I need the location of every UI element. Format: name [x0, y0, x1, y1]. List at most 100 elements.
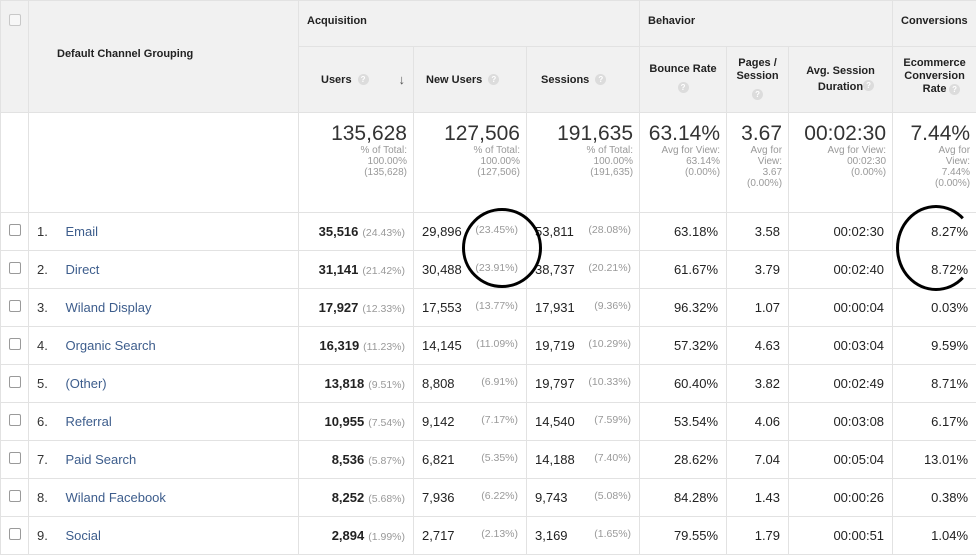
row-pages-session: 4.63 [726, 326, 790, 365]
col-bounce-rate-label: Bounce Rate [649, 63, 717, 75]
row-sessions-pct: (10.29%) [588, 338, 632, 350]
total-users: 135,628 % of Total: 100.00% (135,628) [298, 112, 414, 213]
row-rank: 7. [37, 452, 48, 467]
help-icon[interactable]: ? [357, 74, 369, 85]
row-users-pct: (11.23%) [363, 341, 405, 353]
totals-row: 135,628 % of Total: 100.00% (135,628) 12… [0, 112, 976, 213]
row-checkbox-cell [0, 364, 29, 403]
table-row[interactable]: 6. Referral 10,955 (7.54%) 9,142 (7.17%) 1… [0, 402, 976, 441]
col-sessions[interactable]: Sessions ? [525, 46, 641, 113]
help-icon[interactable]: ? [677, 81, 689, 93]
row-pages-session: 7.04 [726, 440, 790, 479]
channel-link[interactable]: Email [65, 224, 98, 239]
row-sessions-value: 9,743 [535, 490, 568, 505]
help-icon[interactable]: ? [863, 79, 875, 91]
row-conv-rate: 13.01% [892, 440, 976, 479]
row-sessions: 53,811 (28.08%) [525, 212, 641, 251]
total-sessions-l2: 100.00% [593, 156, 634, 167]
help-icon[interactable]: ? [595, 74, 607, 85]
col-new-users[interactable]: New Users ? [413, 46, 527, 113]
annotation-circle-new-users [462, 208, 542, 288]
row-dimension-cell: 7. Paid Search [28, 440, 299, 479]
row-new-users-pct: (2.13%) [481, 528, 518, 540]
row-dimension-cell: 9. Social [28, 516, 299, 555]
row-rank: 1. [37, 224, 48, 239]
col-avg-session-duration[interactable]: Avg. Session Duration ? [788, 46, 894, 113]
total-pages-session-l1: Avg for [750, 145, 783, 156]
channel-link[interactable]: Direct [65, 262, 100, 277]
dimension-header[interactable]: Default Channel Grouping [28, 0, 299, 113]
row-checkbox[interactable] [8, 528, 21, 540]
channel-link[interactable]: Wiland Display [65, 300, 152, 315]
row-checkbox[interactable] [8, 224, 21, 236]
total-duration-l2: 00:02:30 [847, 156, 887, 167]
table-row[interactable]: 4. Organic Search 16,319 (11.23%) 14,145 (… [0, 326, 976, 365]
row-checkbox[interactable] [8, 338, 21, 350]
total-new-users-l1: % of Total: [473, 145, 520, 156]
col-pages-session[interactable]: Pages / Session ? [726, 46, 790, 113]
row-checkbox-cell [0, 440, 29, 479]
help-icon[interactable]: ? [488, 74, 500, 85]
row-duration: 00:00:04 [788, 288, 894, 327]
row-dimension-cell: 8. Wiland Facebook [28, 478, 299, 517]
total-avg-session-duration: 00:02:30 Avg for View: 00:02:30 (0.00%) [788, 112, 894, 213]
row-users: 31,141 (21.42%) [298, 250, 414, 289]
table-row[interactable]: 8. Wiland Facebook 8,252 (5.68%) 7,936 (6.… [0, 478, 976, 517]
row-sessions-pct: (28.08%) [588, 224, 632, 236]
row-checkbox[interactable] [8, 414, 21, 426]
row-new-users-pct: (6.91%) [481, 376, 518, 388]
row-new-users-pct: (7.17%) [481, 414, 518, 426]
total-duration-value: 00:02:30 [804, 122, 887, 145]
sort-descending-icon[interactable]: ↓ [398, 72, 406, 87]
channel-link[interactable]: Paid Search [65, 452, 137, 467]
row-sessions-pct: (20.21%) [588, 262, 632, 274]
row-sessions-value: 14,188 [535, 452, 575, 467]
row-checkbox-cell [0, 478, 29, 517]
row-bounce-rate: 61.67% [639, 250, 728, 289]
row-checkbox[interactable] [8, 490, 21, 502]
row-checkbox-cell [0, 288, 29, 327]
group-conversions: Conversions [892, 0, 976, 47]
row-rank: 2. [37, 262, 48, 277]
help-icon[interactable]: ? [949, 83, 961, 95]
table-row[interactable]: 5. (Other) 13,818 (9.51%) 8,808 (6.91%) 19… [0, 364, 976, 403]
row-users-pct: (1.99%) [368, 531, 405, 543]
total-conv-value: 7.44% [910, 122, 971, 145]
total-new-users-l2: 100.00% [480, 156, 520, 167]
col-ecom-conv-rate[interactable]: Ecommerce Conversion Rate ? [892, 46, 976, 113]
table-row[interactable]: 3. Wiland Display 17,927 (12.33%) 17,553 (… [0, 288, 976, 327]
channel-link[interactable]: Social [65, 528, 101, 543]
total-ecom-conv-rate: 7.44% Avg for View: 7.44% (0.00%) [892, 112, 976, 213]
row-new-users-value: 17,553 [422, 300, 462, 315]
table-row[interactable]: 7. Paid Search 8,536 (5.87%) 6,821 (5.35%)… [0, 440, 976, 479]
row-new-users: 14,145 (11.09%) [413, 326, 527, 365]
row-conv-rate: 9.59% [892, 326, 976, 365]
row-bounce-rate: 60.40% [639, 364, 728, 403]
channel-link[interactable]: (Other) [65, 376, 107, 391]
row-users-value: 17,927 [318, 300, 359, 315]
channel-link[interactable]: Organic Search [65, 338, 156, 353]
total-users-l2: 100.00% [367, 156, 407, 167]
row-users: 2,894 (1.99%) [298, 516, 414, 555]
row-sessions: 14,540 (7.59%) [525, 402, 641, 441]
row-users-value: 35,516 [318, 224, 359, 239]
channel-link[interactable]: Referral [65, 414, 112, 429]
row-checkbox[interactable] [8, 452, 21, 464]
row-sessions-value: 14,540 [535, 414, 575, 429]
row-checkbox[interactable] [8, 376, 21, 388]
select-all-checkbox[interactable] [8, 14, 21, 26]
help-icon[interactable]: ? [752, 88, 764, 100]
row-users: 8,536 (5.87%) [298, 440, 414, 479]
channel-link[interactable]: Wiland Facebook [65, 490, 166, 505]
col-users[interactable]: Users ? ↓ [298, 46, 414, 113]
row-sessions-pct: (1.65%) [594, 528, 632, 540]
total-pages-session-l4: (0.00%) [747, 178, 783, 189]
table-row[interactable]: 9. Social 2,894 (1.99%) 2,717 (2.13%) 3,16… [0, 516, 976, 555]
row-checkbox[interactable] [8, 300, 21, 312]
row-sessions-pct: (7.59%) [594, 414, 632, 426]
col-ecom-conv-rate-label: Ecommerce Conversion Rate [903, 57, 966, 95]
row-checkbox[interactable] [8, 262, 21, 274]
row-conv-rate: 6.17% [892, 402, 976, 441]
row-sessions-value: 17,931 [535, 300, 575, 315]
col-bounce-rate[interactable]: Bounce Rate ? [639, 46, 728, 113]
